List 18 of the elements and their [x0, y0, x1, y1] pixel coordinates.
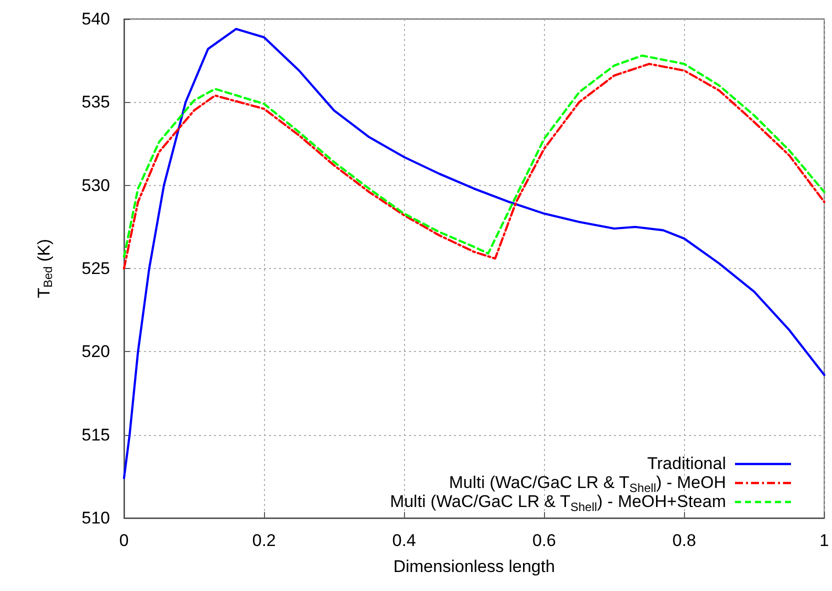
y-axis-title: TBed (K) — [34, 238, 55, 298]
x-tick-label: 0.6 — [532, 531, 556, 550]
x-tick-label: 0.8 — [672, 531, 696, 550]
y-tick-label: 515 — [82, 425, 110, 444]
y-tick-label: 525 — [82, 259, 110, 278]
x-tick-label: 1 — [820, 531, 830, 550]
legend-label: Multi (WaC/GaC LR & T$_{Shell}$) - MeOH — [449, 473, 726, 495]
x-tick-label: 0.4 — [392, 531, 416, 550]
y-tick-label: 530 — [82, 176, 110, 195]
x-tick-label: 0.2 — [252, 531, 276, 550]
y-tick-label: 540 — [82, 10, 110, 28]
x-tick-label: 0 — [119, 531, 129, 550]
legend-label: Traditional — [647, 454, 726, 473]
y-tick-label: 510 — [82, 508, 110, 528]
legend-label: Multi (WaC/GaC LR & T$_{Shell}$) - MeOH+Steam — [390, 492, 726, 514]
y-tick-label: 520 — [82, 342, 110, 362]
y-tick-label: 535 — [82, 92, 110, 112]
x-axis-title: Dimensionless length — [393, 557, 555, 576]
